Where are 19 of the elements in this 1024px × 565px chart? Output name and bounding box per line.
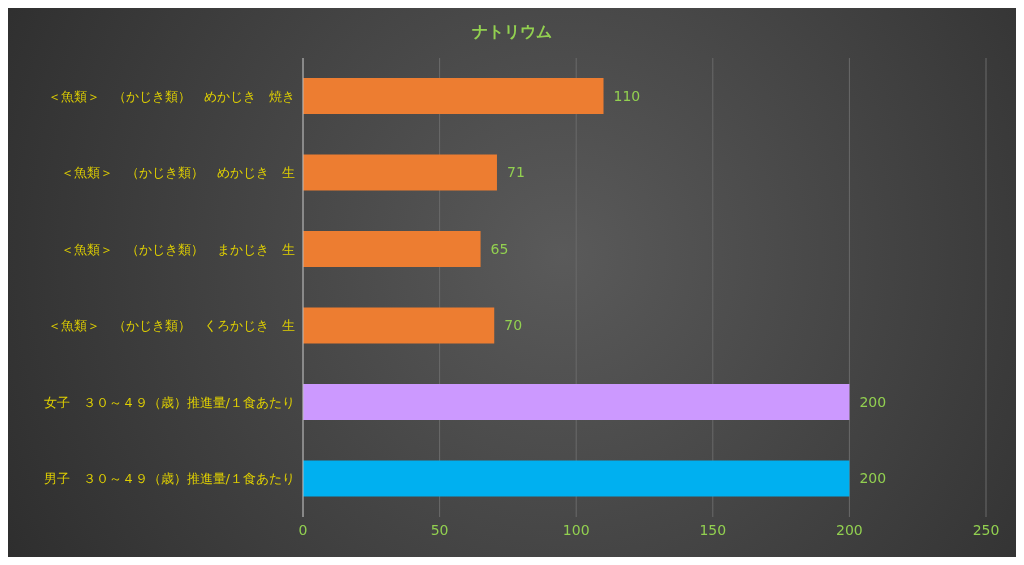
data-label: 200 — [859, 470, 887, 487]
x-tick-label: 100 — [562, 521, 590, 538]
x-tick-label: 200 — [836, 521, 863, 538]
y-tick-label: ＜魚類＞ （かじき類） まかじき 生 — [61, 241, 295, 257]
data-label: 110 — [613, 87, 641, 104]
y-tick-label: 男子 ３０～４９（歳）推進量/１食あたり — [43, 471, 295, 487]
y-tick-label: ＜魚類＞ （かじき類） めかじき 生 — [61, 165, 295, 181]
y-tick-label: ＜魚類＞ （かじき類） くろかじき 生 — [48, 318, 295, 334]
y-tick-label: ＜魚類＞ （かじき類） めかじき 焼き — [48, 88, 295, 104]
data-label: 70 — [504, 317, 523, 334]
y-tick-label: 女子 ３０～４９（歳）推進量/１食あたり — [43, 394, 295, 410]
data-label: 200 — [859, 393, 887, 410]
x-tick-label: 0 — [298, 521, 308, 538]
x-tick-label: 250 — [972, 521, 1000, 538]
chart-title: ナトリウム — [471, 22, 553, 43]
x-tick-label: 50 — [430, 521, 449, 538]
x-tick-label: 150 — [699, 521, 727, 538]
data-label: 65 — [490, 240, 509, 257]
data-label: 71 — [506, 164, 525, 181]
